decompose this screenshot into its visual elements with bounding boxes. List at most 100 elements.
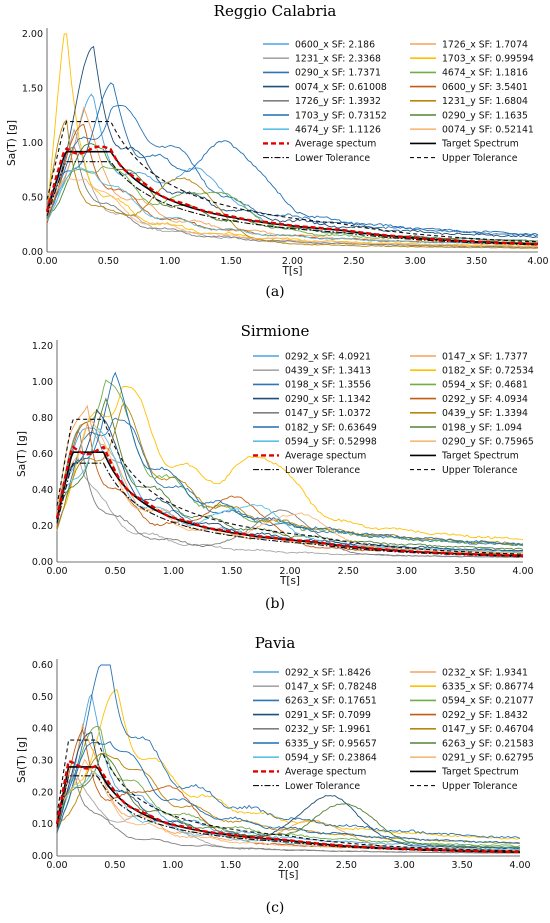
record-spectrum-line	[56, 771, 520, 851]
record-spectrum-line	[56, 386, 524, 541]
y-tick-label: 0.40	[32, 485, 53, 496]
legend-entry: Average spectum	[285, 451, 366, 462]
record-spectrum-line	[56, 741, 521, 844]
x-tick-label: 1.50	[220, 860, 241, 871]
record-spectrum-line	[46, 166, 539, 246]
legend-entry: 0594_x SF: 0.21077	[442, 696, 534, 707]
legend-entry: 0594_y SF: 0.52998	[285, 437, 377, 448]
x-tick-label: 1.00	[163, 566, 184, 577]
legend-entry: 4674_x SF: 1.1816	[442, 68, 528, 79]
legend-entry: 0232_y SF: 1.9961	[285, 724, 371, 735]
x-axis-label: T[s]	[281, 265, 302, 277]
legend-entry: 0147_y SF: 0.46704	[442, 724, 534, 735]
legend-entry: 1703_y SF: 0.73152	[295, 110, 387, 121]
record-spectrum-line	[46, 119, 539, 249]
y-tick-label: 0.40	[32, 724, 53, 735]
legend-entry: 1703_x SF: 0.99594	[442, 54, 534, 65]
legend-entry: Target Spectrum	[441, 451, 519, 462]
legend-entry: 0074_x SF: 0.61008	[295, 82, 387, 93]
x-tick-label: 3.00	[405, 256, 426, 267]
x-axis-label: T[s]	[279, 575, 300, 587]
legend-entry: 1726_x SF: 1.7074	[442, 39, 528, 50]
x-tick-label: 3.50	[466, 256, 487, 267]
y-tick-label: 1.50	[22, 84, 43, 95]
record-spectrum-line	[56, 753, 521, 849]
legend-entry: 0290_x SF: 1.7371	[295, 68, 381, 79]
x-tick-label: 4.00	[512, 566, 533, 577]
y-tick-label: 0.10	[32, 819, 53, 830]
legend-entry: 0147_x SF: 0.78248	[285, 682, 377, 693]
record-spectrum-line	[56, 456, 523, 558]
x-tick-label: 0.00	[46, 566, 67, 577]
record-spectrum-line	[56, 415, 524, 554]
record-spectrum-line	[56, 397, 524, 551]
y-tick-label: 0.50	[32, 692, 53, 703]
x-tick-label: 0.50	[105, 566, 126, 577]
legend-entry: 0600_y SF: 3.5401	[442, 82, 528, 93]
chart-title: Reggio Calabria	[213, 2, 337, 20]
average-spectrum-line	[55, 759, 520, 854]
record-spectrum-line	[56, 732, 521, 850]
legend-entry: Upper Tolerance	[442, 153, 518, 164]
legend-entry: 0147_x SF: 1.7377	[442, 351, 528, 362]
record-spectrum-line	[56, 429, 524, 559]
x-tick-label: 2.00	[278, 860, 299, 871]
legend-entry: 0074_y SF: 0.52141	[442, 125, 534, 136]
x-tick-label: 1.50	[221, 256, 242, 267]
chart-title: Pavia	[254, 634, 296, 652]
legend-entry: 0198_x SF: 1.3556	[285, 380, 371, 391]
legend-entry: Target Spectrum	[441, 139, 519, 150]
legend-entry: 0232_x SF: 1.9341	[442, 667, 528, 678]
legend-entry: Target Spectrum	[441, 767, 519, 778]
record-spectrum-line	[56, 417, 524, 547]
x-tick-label: 0.00	[46, 860, 67, 871]
average-spectrum-line	[45, 145, 539, 246]
x-tick-label: 4.00	[527, 256, 548, 267]
legend-entry: 0292_x SF: 1.8426	[285, 667, 371, 678]
legend-entry: Lower Tolerance	[285, 465, 360, 476]
legend-entry: 1231_y SF: 1.6804	[442, 96, 528, 107]
legend-entry: 0290_y SF: 1.1635	[442, 110, 528, 121]
legend-entry: Upper Tolerance	[442, 465, 518, 476]
legend-entry: 6335_y SF: 0.95657	[285, 738, 377, 749]
y-tick-label: 0.30	[32, 756, 53, 767]
x-tick-label: 4.00	[509, 860, 530, 871]
record-spectrum-line	[56, 726, 521, 847]
x-tick-label: 3.00	[396, 566, 417, 577]
x-tick-label: 1.50	[221, 566, 242, 577]
y-axis-label: Sa(T) [g]	[16, 431, 28, 477]
record-spectrum-line	[46, 143, 539, 242]
legend-entry: 0594_y SF: 0.23864	[285, 753, 377, 764]
y-axis-label: Sa(T) [g]	[6, 120, 18, 166]
y-tick-label: 1.00	[22, 138, 43, 149]
legend-entry: 0290_x SF: 1.1342	[285, 394, 371, 405]
y-tick-label: 0.20	[32, 787, 53, 798]
legend-entry: 4674_y SF: 1.1126	[295, 125, 381, 136]
y-tick-label: 0.00	[32, 851, 53, 862]
average-spectrum-line	[55, 445, 523, 557]
x-tick-label: 0.50	[98, 256, 119, 267]
x-tick-label: 0.50	[104, 860, 125, 871]
y-tick-label: 0.60	[32, 660, 53, 671]
y-tick-label: 0.00	[22, 247, 43, 258]
record-spectrum-line	[56, 371, 524, 545]
y-tick-label: 0.80	[32, 413, 53, 424]
spectrum-chart-sirmione: 0.00 0.20 0.40 0.60 0.80 1.00 1.20 0.00 0.50 1.00…	[16, 340, 534, 587]
x-tick-label: 0.00	[36, 256, 57, 267]
lower-tolerance-line	[56, 775, 520, 854]
record-spectrum-line	[56, 773, 520, 854]
legend-entry: 0292_y SF: 1.8432	[442, 710, 528, 721]
legend-entry: 0182_x SF: 0.72534	[442, 366, 534, 377]
upper-tolerance-line	[46, 121, 539, 243]
legend-entry: Lower Tolerance	[285, 781, 360, 792]
panel-caption: (b)	[265, 596, 285, 612]
legend-entry: 0600_x SF: 2.186	[295, 39, 375, 50]
upper-tolerance-line	[56, 418, 523, 555]
record-spectrum-line	[46, 145, 539, 248]
x-tick-label: 2.50	[343, 256, 364, 267]
legend-entry: 0290_y SF: 0.75965	[442, 437, 534, 448]
record-spectrum-line	[56, 752, 521, 845]
record-spectrum-line	[56, 689, 521, 840]
legend-entry: Upper Tolerance	[442, 781, 518, 792]
